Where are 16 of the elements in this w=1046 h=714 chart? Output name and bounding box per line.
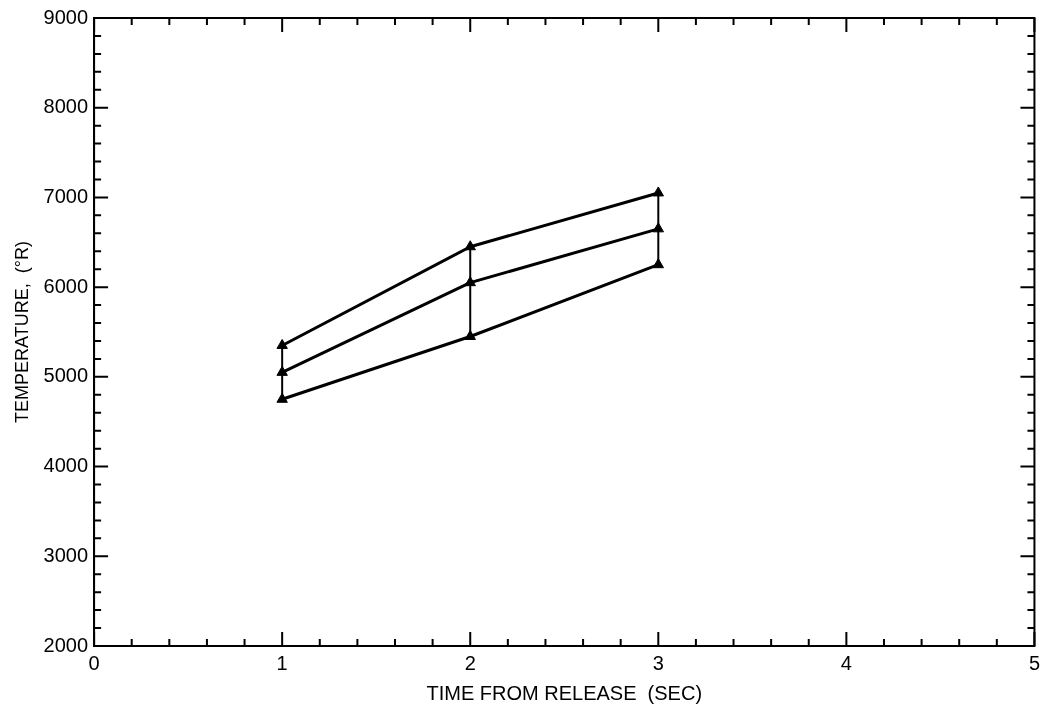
y-tick-label: 5000 (43, 364, 89, 387)
y-tick-label: 4000 (43, 454, 89, 477)
x-axis-title: TIME FROM RELEASE (SEC) (426, 681, 703, 704)
x-tick-label: 2 (464, 651, 476, 674)
x-tick-label: 1 (276, 651, 288, 674)
x-tick-label: 5 (1028, 651, 1040, 674)
y-tick-label: 6000 (43, 274, 89, 297)
y-axis-title: TEMPERATURE, (°R) (11, 241, 32, 423)
x-tick-label: 3 (652, 651, 664, 674)
y-tick-label: 8000 (43, 95, 89, 118)
x-tick-label: 0 (88, 651, 100, 674)
x-tick-label: 4 (840, 651, 852, 674)
y-tick-label: 3000 (43, 543, 89, 566)
y-tick-label: 2000 (43, 633, 89, 656)
y-tick-label: 7000 (43, 184, 89, 207)
y-tick-label: 9000 (43, 5, 89, 28)
